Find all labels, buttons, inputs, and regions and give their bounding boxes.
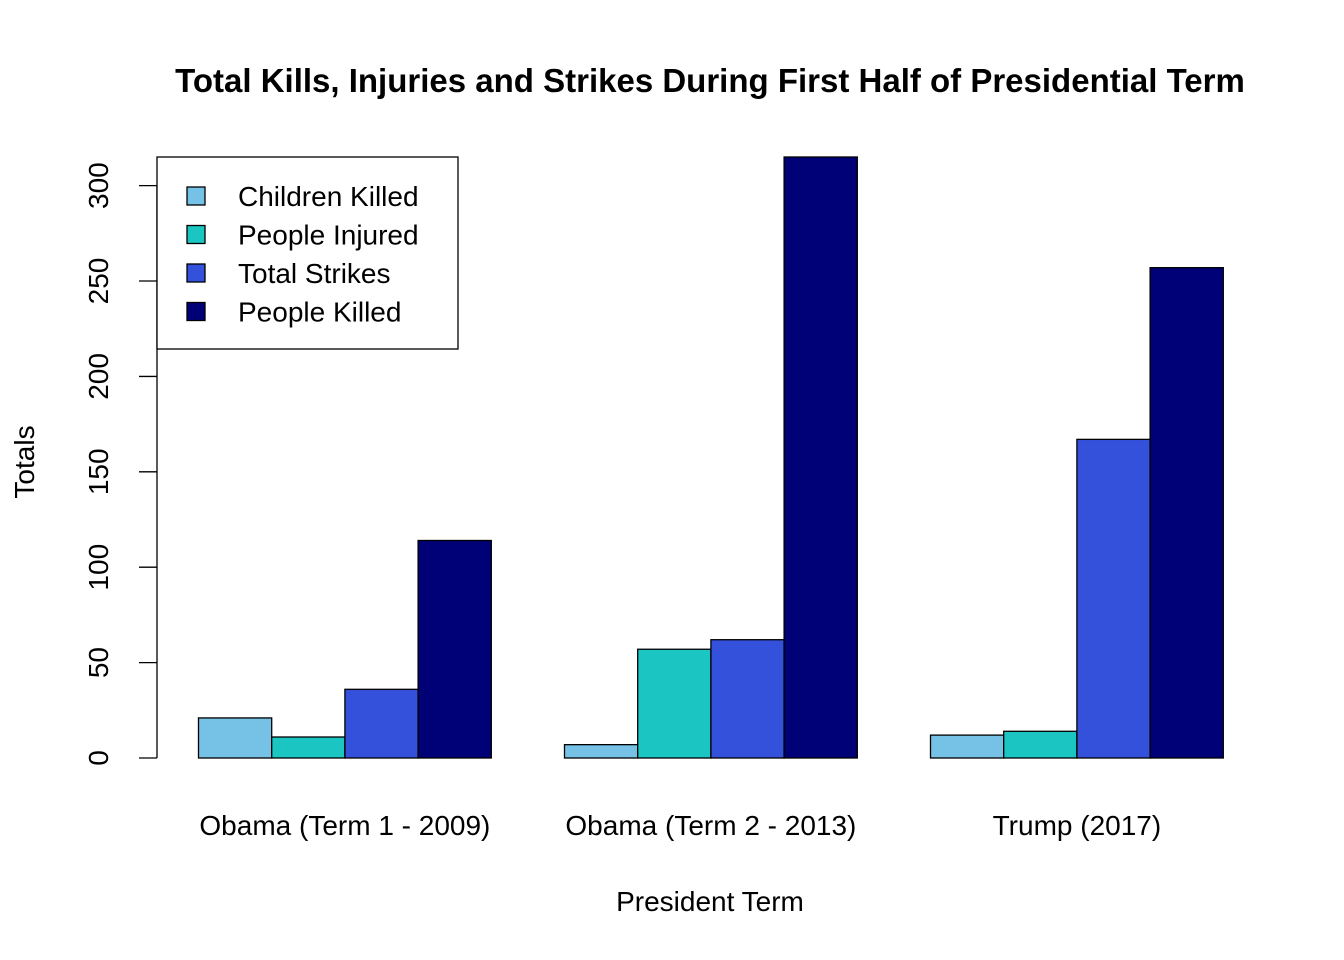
legend-label: People Injured — [238, 220, 419, 251]
bar-people-killed — [1149, 267, 1224, 759]
legend-swatch — [186, 224, 206, 245]
chart-title: Total Kills, Injuries and Strikes During… — [175, 62, 1245, 99]
bar-people-killed — [783, 156, 858, 759]
bar-total-strikes — [1076, 438, 1151, 759]
bar-people-injured — [271, 736, 346, 759]
y-tick-label: 100 — [83, 544, 114, 591]
legend-box — [156, 156, 459, 350]
x-tick-label: Obama (Term 2 - 2013) — [565, 810, 856, 841]
legend-label: Total Strikes — [238, 258, 391, 289]
y-axis-title: Totals — [9, 425, 40, 498]
bar-children-killed — [563, 743, 639, 759]
y-axis: 0 50 100 150 200 250 300 — [83, 162, 158, 766]
y-tick-label: 150 — [83, 448, 114, 495]
bar-children-killed — [929, 734, 1005, 759]
bars — [197, 156, 1224, 759]
bar-people-killed — [417, 539, 492, 759]
bar-children-killed — [197, 717, 273, 759]
y-tick-label: 250 — [83, 258, 114, 305]
x-axis-labels: Obama (Term 1 - 2009) Obama (Term 2 - 201… — [199, 810, 1161, 841]
legend-swatch — [186, 301, 206, 322]
y-tick-label: 50 — [83, 647, 114, 678]
legend-swatch — [186, 186, 206, 206]
bar-people-injured — [637, 648, 712, 759]
legend: Children Killed People Injured Total Strik… — [156, 156, 459, 350]
x-tick-label: Trump (2017) — [993, 810, 1162, 841]
y-tick-label: 0 — [83, 750, 114, 766]
legend-label: Children Killed — [238, 181, 419, 212]
y-tick-label: 300 — [83, 162, 114, 209]
bar-total-strikes — [710, 639, 785, 759]
x-tick-label: Obama (Term 1 - 2009) — [199, 810, 490, 841]
legend-label: People Killed — [238, 297, 401, 328]
legend-swatch — [186, 263, 206, 283]
y-tick-label: 200 — [83, 353, 114, 400]
bar-people-injured — [1003, 730, 1078, 759]
x-axis-title: President Term — [616, 886, 804, 917]
bar-total-strikes — [344, 688, 419, 759]
